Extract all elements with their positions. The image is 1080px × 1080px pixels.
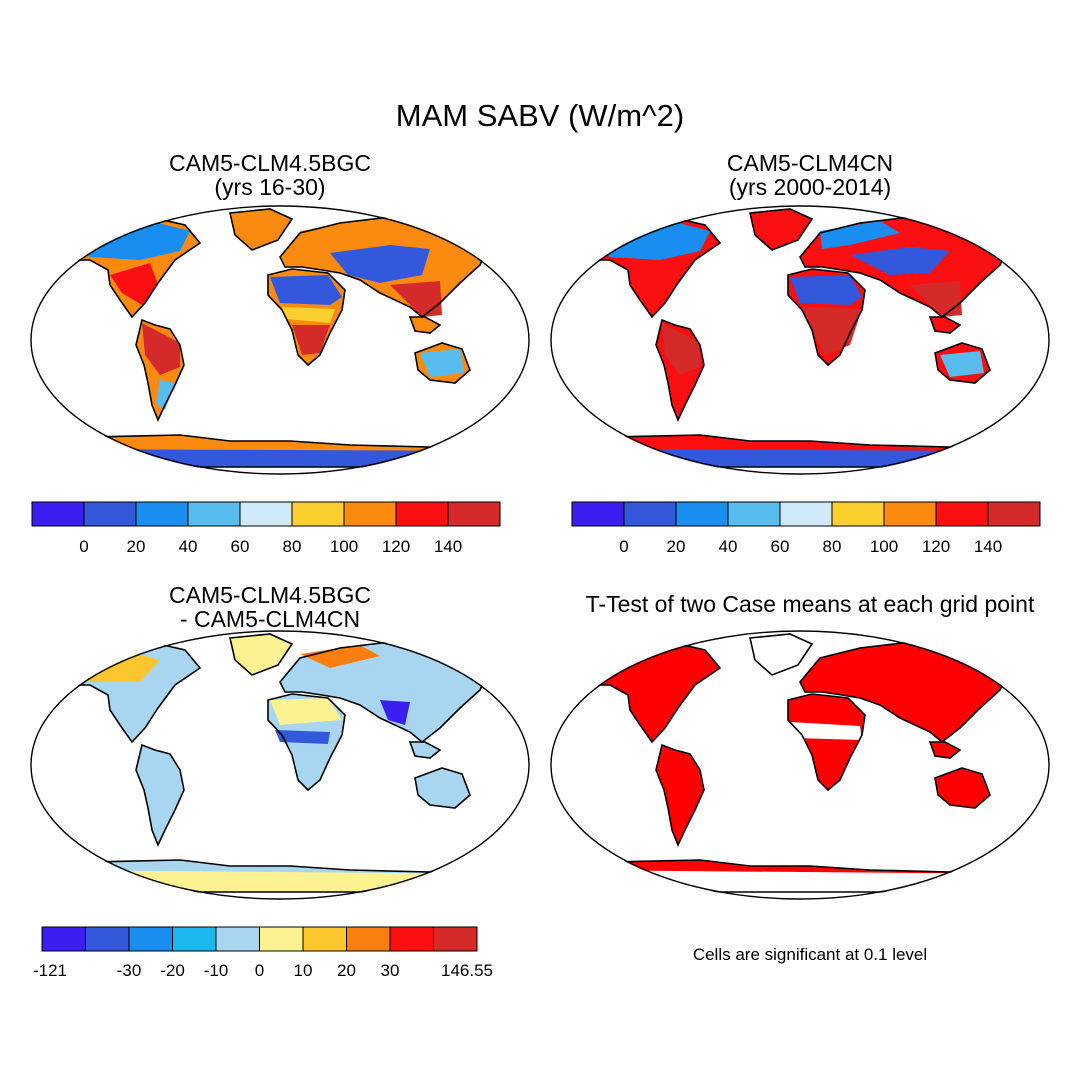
colorbar-tick-label: 40 bbox=[178, 537, 198, 556]
colorbar-tick-label: 0 bbox=[79, 537, 89, 556]
colorbar-box bbox=[135, 501, 189, 527]
figure-title: MAM SABV (W/m^2) bbox=[395, 98, 685, 133]
colorbar-tick-label: 146.55 bbox=[441, 961, 493, 980]
panel-a-title: CAM5-CLM4.5BGC (yrs 16-30) bbox=[90, 151, 450, 199]
colorbar-tick-label: -30 bbox=[116, 961, 142, 980]
colorbar-tick-label: -10 bbox=[203, 961, 229, 980]
colorbar-c bbox=[41, 926, 478, 952]
colorbar-tick-label: 120 bbox=[921, 537, 951, 556]
colorbar-b bbox=[571, 501, 1041, 527]
colorbar-box bbox=[395, 501, 449, 527]
colorbar-tick-label: 100 bbox=[869, 537, 899, 556]
colorbar-tick-label: 60 bbox=[770, 537, 790, 556]
colorbar-box bbox=[831, 501, 885, 527]
colorbar-box bbox=[85, 926, 130, 952]
colorbar-box bbox=[41, 926, 86, 952]
map-panel-d bbox=[550, 630, 1050, 900]
map-border bbox=[550, 630, 1050, 900]
panel-c-title-line1: CAM5-CLM4.5BGC bbox=[169, 582, 371, 608]
panel-c-title: CAM5-CLM4.5BGC - CAM5-CLM4CN bbox=[90, 583, 450, 631]
value-regions bbox=[40, 221, 520, 467]
colorbar-box bbox=[291, 501, 345, 527]
panel-b-title-line1: CAM5-CLM4CN bbox=[726, 150, 894, 176]
colorbar-tick-label: 120 bbox=[381, 537, 411, 556]
colorbar-box bbox=[239, 501, 293, 527]
colorbar-box bbox=[31, 501, 85, 527]
colorbar-box bbox=[128, 926, 173, 952]
panel-c-title-line2: - CAM5-CLM4CN bbox=[179, 606, 361, 633]
colorbar-tick-label: 30 bbox=[380, 961, 400, 980]
map-panel-a bbox=[30, 205, 530, 475]
colorbar-box bbox=[343, 501, 397, 527]
colorbar-box bbox=[623, 501, 677, 527]
colorbar-tick-label: -20 bbox=[160, 961, 185, 980]
colorbar-box bbox=[447, 501, 501, 527]
significance-note: Cells are significant at 0.1 level bbox=[692, 945, 928, 964]
colorbar-box bbox=[83, 501, 137, 527]
colorbar-box bbox=[675, 501, 729, 527]
colorbar-box bbox=[433, 926, 478, 952]
panel-b-title-line2: (yrs 2000-2014) bbox=[728, 174, 892, 201]
colorbar-box bbox=[215, 926, 260, 952]
colorbar-a bbox=[31, 501, 501, 527]
colorbar-tick-label: 40 bbox=[718, 537, 738, 556]
panel-b-title: CAM5-CLM4CN (yrs 2000-2014) bbox=[630, 151, 990, 199]
colorbar-tick-label: 80 bbox=[282, 537, 302, 556]
colorbar-tick-label: 0 bbox=[254, 961, 265, 980]
colorbar-tick-label: -121 bbox=[32, 961, 68, 980]
map-panel-c bbox=[30, 630, 530, 900]
colorbar-box bbox=[987, 501, 1041, 527]
colorbar-box bbox=[727, 501, 781, 527]
colorbar-tick-label: 80 bbox=[822, 537, 842, 556]
colorbar-box bbox=[172, 926, 217, 952]
panel-a-title-line1: CAM5-CLM4.5BGC bbox=[169, 150, 371, 176]
map-panel-b bbox=[550, 205, 1050, 475]
colorbar-tick-label: 20 bbox=[337, 961, 356, 980]
colorbar-box bbox=[779, 501, 833, 527]
colorbar-box bbox=[571, 501, 625, 527]
panel-d-title: T-Test of two Case means at each grid po… bbox=[585, 591, 1035, 617]
map-border bbox=[30, 630, 530, 900]
colorbar-tick-label: 140 bbox=[433, 537, 463, 556]
map-border bbox=[550, 205, 1050, 475]
colorbar-box bbox=[346, 926, 391, 952]
colorbar-box bbox=[302, 926, 347, 952]
colorbar-tick-label: 20 bbox=[666, 537, 686, 556]
colorbar-box bbox=[935, 501, 989, 527]
colorbar-box bbox=[259, 926, 304, 952]
colorbar-tick-label: 20 bbox=[126, 537, 146, 556]
colorbar-tick-label: 10 bbox=[293, 961, 313, 980]
colorbar-box bbox=[389, 926, 434, 952]
colorbar-box bbox=[187, 501, 241, 527]
panel-a-title-line2: (yrs 16-30) bbox=[214, 174, 326, 201]
colorbar-box bbox=[883, 501, 937, 527]
colorbar-tick-label: 100 bbox=[329, 537, 359, 556]
map-border bbox=[30, 205, 530, 475]
colorbar-tick-label: 60 bbox=[230, 537, 250, 556]
colorbar-tick-label: 0 bbox=[619, 537, 629, 556]
colorbar-tick-label: 140 bbox=[973, 537, 1003, 556]
